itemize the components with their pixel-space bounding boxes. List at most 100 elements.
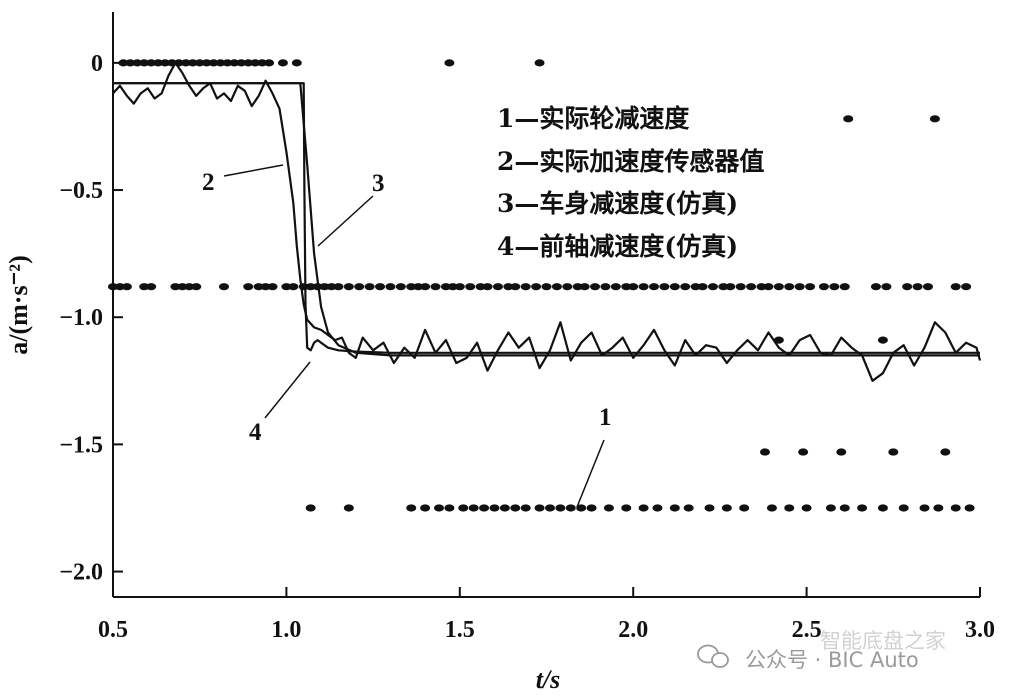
data-point: [683, 504, 694, 512]
y-axis-title: a/(m·s⁻²): [4, 255, 33, 355]
data-point: [628, 283, 639, 291]
data-point: [118, 59, 129, 67]
data-point: [236, 59, 247, 67]
data-point: [544, 504, 555, 512]
data-point: [690, 283, 701, 291]
data-point: [638, 504, 649, 512]
watermark-text: 公众号 · BIC Auto: [745, 648, 919, 672]
data-point: [406, 504, 417, 512]
series: [108, 59, 982, 512]
watermark: 智能底盘之家 公众号 · BIC Auto: [697, 629, 946, 672]
data-point: [784, 283, 795, 291]
data-point: [489, 504, 500, 512]
curve-label-1: 1: [599, 404, 612, 431]
data-point: [773, 336, 784, 344]
data-point: [208, 59, 219, 67]
data-point: [499, 504, 510, 512]
data-point: [825, 504, 836, 512]
data-point: [440, 283, 451, 291]
x-tick-label: 3.0: [965, 617, 995, 643]
data-point: [531, 283, 542, 291]
data-point: [385, 283, 396, 291]
y-tick-label: −1.0: [59, 305, 103, 331]
data-point: [108, 283, 118, 291]
data-point: [177, 283, 188, 291]
data-point: [475, 283, 486, 291]
y-tick-label: −1.5: [59, 432, 103, 458]
series-line: [113, 82, 980, 354]
legend-entry-3: 3—车身减速度(仿真): [497, 189, 738, 218]
data-point: [669, 504, 680, 512]
data-point: [243, 59, 254, 67]
series-3: [113, 82, 980, 357]
data-point: [600, 283, 611, 291]
data-point: [961, 283, 972, 291]
data-point: [649, 283, 660, 291]
series-1: [108, 59, 975, 512]
watermark-overlay-text: 智能底盘之家: [820, 629, 946, 653]
curve-label-4: 4: [249, 419, 262, 446]
data-point: [576, 504, 587, 512]
data-point: [610, 283, 621, 291]
data-point: [243, 283, 254, 291]
data-point: [229, 59, 240, 67]
data-point: [281, 283, 292, 291]
legend-entry-1: 1—实际轮减速度: [497, 104, 689, 133]
data-point: [468, 504, 479, 512]
data-point: [288, 283, 299, 291]
data-point: [250, 59, 261, 67]
data-point: [784, 504, 795, 512]
data-point: [170, 283, 181, 291]
data-point: [180, 59, 191, 67]
curve-label-2: 2: [202, 169, 215, 196]
data-point: [160, 59, 171, 67]
data-point: [707, 283, 718, 291]
data-point: [756, 283, 767, 291]
legend: 1—实际轮减速度 2—实际加速度传感器值 3—车身减速度(仿真) 4—前轴减速度…: [497, 104, 764, 261]
data-point: [798, 448, 809, 456]
data-point: [520, 283, 531, 291]
curve-label-3-leader: [317, 195, 374, 247]
data-point: [395, 283, 406, 291]
data-point: [534, 59, 545, 67]
curve-label-4-leader: [264, 361, 311, 419]
wechat-icon: [697, 644, 729, 668]
data-point: [739, 504, 750, 512]
data-point: [444, 504, 455, 512]
data-point: [773, 283, 784, 291]
data-point: [343, 504, 354, 512]
data-point: [114, 283, 125, 291]
data-point: [326, 283, 337, 291]
data-point: [218, 283, 229, 291]
data-point: [264, 59, 275, 67]
data-point: [375, 283, 386, 291]
data-point: [121, 283, 132, 291]
series-4: [113, 82, 980, 354]
data-point: [479, 504, 490, 512]
data-point: [759, 448, 770, 456]
curve-label-2-leader: [223, 164, 284, 177]
data-point: [215, 59, 226, 67]
data-point: [652, 504, 663, 512]
data-point: [510, 504, 521, 512]
data-point: [146, 59, 157, 67]
data-point: [420, 283, 431, 291]
data-point: [888, 448, 899, 456]
y-tick-label: 0: [91, 51, 103, 77]
data-point: [187, 59, 198, 67]
data-point: [950, 283, 961, 291]
data-point: [940, 448, 951, 456]
data-point: [465, 283, 476, 291]
curve-label-3: 3: [372, 170, 385, 197]
data-point: [829, 283, 840, 291]
data-point: [319, 283, 330, 291]
data-point: [333, 283, 344, 291]
data-point: [291, 59, 302, 67]
data-point: [794, 283, 805, 291]
data-point: [260, 283, 271, 291]
data-point: [877, 336, 888, 344]
legend-entry-2: 2—实际加速度传感器值: [497, 147, 764, 176]
data-point: [950, 504, 961, 512]
data-point: [766, 504, 777, 512]
